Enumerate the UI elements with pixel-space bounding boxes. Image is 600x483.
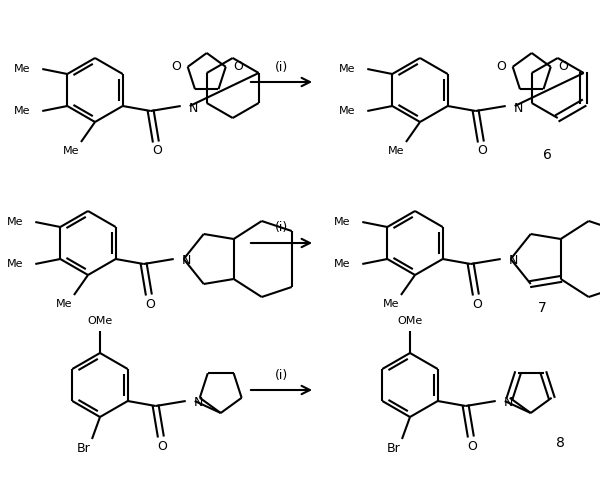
Text: O: O	[145, 298, 155, 311]
Text: 7: 7	[538, 301, 547, 315]
Text: N: N	[504, 397, 513, 410]
Text: Me: Me	[14, 106, 30, 116]
Text: Me: Me	[62, 146, 79, 156]
Text: O: O	[171, 60, 181, 73]
Text: N: N	[509, 255, 518, 268]
Text: Me: Me	[388, 146, 404, 156]
Text: Me: Me	[339, 106, 355, 116]
Text: O: O	[157, 440, 167, 453]
Text: O: O	[558, 60, 568, 73]
Text: 6: 6	[543, 148, 552, 162]
Text: Me: Me	[7, 259, 23, 269]
Text: (i): (i)	[274, 222, 287, 235]
Text: (i): (i)	[274, 60, 287, 73]
Text: N: N	[189, 101, 198, 114]
Text: O: O	[467, 440, 476, 453]
Text: O: O	[472, 298, 482, 311]
Text: Me: Me	[339, 64, 355, 74]
Text: OMe: OMe	[88, 316, 113, 326]
Text: 8: 8	[556, 436, 565, 450]
Text: (i): (i)	[274, 369, 287, 382]
Text: Me: Me	[383, 299, 399, 309]
Text: N: N	[514, 101, 523, 114]
Text: Me: Me	[14, 64, 30, 74]
Text: OMe: OMe	[397, 316, 422, 326]
Text: O: O	[233, 60, 242, 73]
Text: O: O	[496, 60, 506, 73]
Text: N: N	[194, 397, 203, 410]
Text: Me: Me	[56, 299, 72, 309]
Text: Me: Me	[334, 217, 350, 227]
Text: N: N	[182, 255, 191, 268]
Text: Br: Br	[386, 442, 400, 455]
Text: Me: Me	[7, 217, 23, 227]
Text: Br: Br	[76, 442, 90, 455]
Text: O: O	[152, 144, 161, 157]
Text: Me: Me	[334, 259, 350, 269]
Text: O: O	[477, 144, 487, 157]
